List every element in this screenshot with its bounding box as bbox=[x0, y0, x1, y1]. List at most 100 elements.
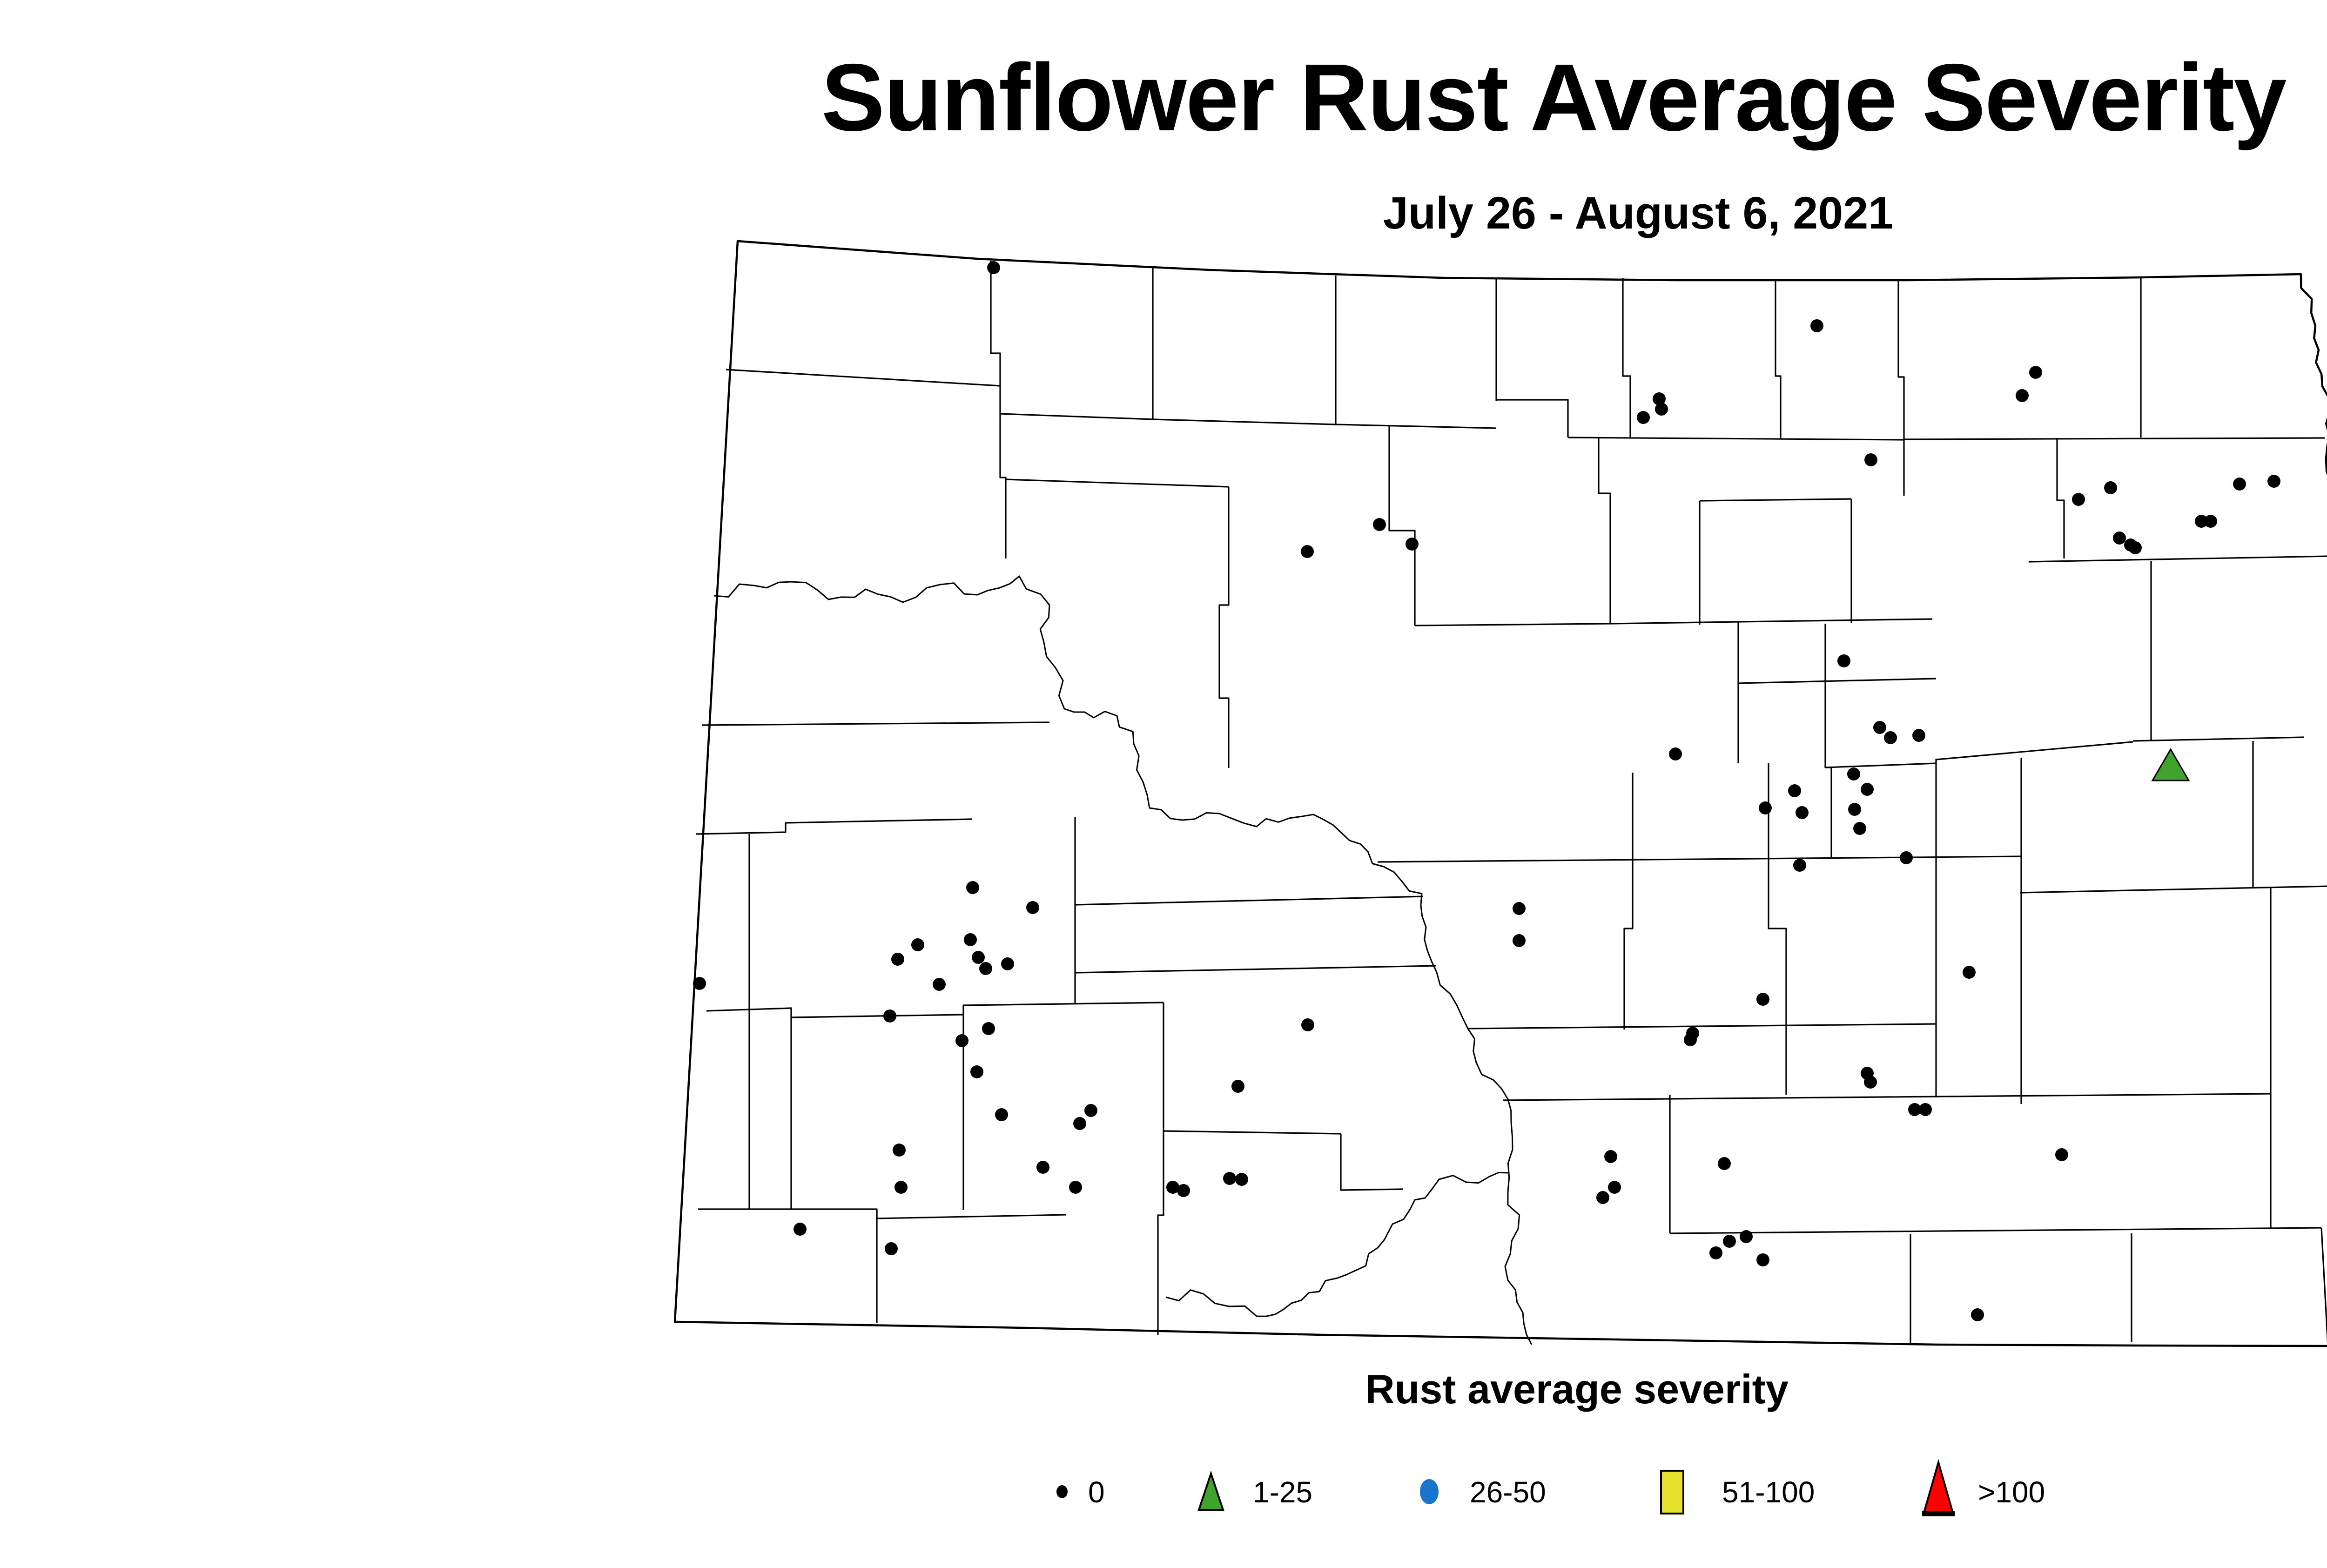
county-boundary bbox=[1825, 762, 1937, 768]
county-boundary bbox=[1218, 487, 1230, 768]
county-boundary bbox=[1567, 437, 1904, 441]
county-boundary bbox=[695, 818, 972, 835]
legend-green-triangle-icon bbox=[1197, 1470, 1224, 1511]
severity-point-0 bbox=[979, 962, 992, 975]
county-boundary bbox=[1467, 1023, 1937, 1030]
county-boundary bbox=[1598, 438, 1611, 624]
severity-point-0 bbox=[1177, 1184, 1190, 1197]
severity-point-0 bbox=[1864, 1076, 1877, 1089]
county-boundary bbox=[1669, 1227, 2322, 1234]
severity-point-0 bbox=[1301, 1018, 1314, 1031]
page-title: Sunflower Rust Average Severity bbox=[821, 44, 2287, 151]
severity-point-0 bbox=[933, 978, 946, 991]
county-boundary bbox=[2320, 1227, 2327, 1343]
severity-point-0 bbox=[1069, 1181, 1082, 1194]
severity-point-0 bbox=[972, 951, 985, 964]
page-subtitle: July 26 - August 6, 2021 bbox=[1383, 188, 1894, 238]
county-boundary bbox=[1699, 498, 1852, 502]
county-boundary bbox=[1775, 280, 1782, 439]
severity-point-0 bbox=[1718, 1157, 1731, 1170]
severity-point-0 bbox=[1709, 1246, 1722, 1259]
severity-point-0 bbox=[1963, 966, 1976, 979]
severity-point-0 bbox=[1684, 1033, 1697, 1046]
severity-point-0 bbox=[1235, 1173, 1248, 1186]
legend-title: Rust average severity bbox=[1365, 1366, 1789, 1412]
legend-yellow-square-icon bbox=[1660, 1470, 1684, 1514]
county-boundary bbox=[990, 261, 1007, 559]
severity-point-0 bbox=[1759, 801, 1772, 814]
legend-dot-icon bbox=[1056, 1485, 1068, 1498]
severity-point-0 bbox=[1848, 803, 1861, 816]
severity-point-0 bbox=[987, 261, 1000, 274]
county-boundary bbox=[1623, 773, 1634, 1030]
severity-point-0 bbox=[1073, 1117, 1086, 1130]
severity-point-0 bbox=[2055, 1148, 2068, 1161]
severity-point-0 bbox=[891, 953, 904, 966]
severity-point-0 bbox=[883, 1009, 896, 1023]
county-boundary bbox=[1414, 623, 1611, 626]
severity-point-0 bbox=[2204, 515, 2217, 528]
severity-point-0 bbox=[1655, 403, 1668, 416]
severity-point-0 bbox=[1723, 1235, 1736, 1248]
county-boundary bbox=[1335, 424, 1497, 429]
legend-label-0: 0 bbox=[1088, 1475, 1105, 1509]
county-boundary bbox=[1388, 425, 1416, 626]
severity-point-0 bbox=[1847, 767, 1860, 781]
county-boundary bbox=[1503, 1093, 2271, 1101]
severity-point-0 bbox=[1861, 783, 1874, 796]
severity-point-0 bbox=[1837, 654, 1850, 667]
severity-point-0 bbox=[1513, 902, 1526, 915]
severity-point-0 bbox=[955, 1034, 968, 1047]
county-boundary bbox=[1897, 280, 1905, 496]
state-outline bbox=[673, 240, 2327, 1347]
severity-point-0 bbox=[1884, 731, 1897, 744]
county-boundary bbox=[1163, 1130, 1341, 1135]
severity-point-0 bbox=[1873, 721, 1886, 734]
severity-point-0 bbox=[1912, 729, 1925, 742]
county-boundary bbox=[1768, 763, 1787, 1095]
severity-point-0 bbox=[1653, 392, 1666, 405]
county-boundary bbox=[1075, 895, 1424, 906]
severity-point-0 bbox=[1301, 545, 1314, 558]
county-boundary bbox=[1738, 678, 1937, 684]
severity-point-0 bbox=[693, 977, 706, 990]
severity-point-0 bbox=[966, 881, 979, 894]
county-boundary bbox=[1936, 741, 2133, 760]
severity-point-0 bbox=[2104, 481, 2117, 494]
severity-point-0 bbox=[982, 1022, 995, 1035]
severity-point-0 bbox=[1756, 993, 1769, 1006]
severity-point-0 bbox=[893, 1144, 906, 1157]
severity-point-0 bbox=[964, 933, 977, 946]
legend-label-gt100: >100 bbox=[1978, 1475, 2045, 1509]
severity-point-0 bbox=[1669, 747, 1682, 760]
severity-point-0 bbox=[1223, 1172, 1236, 1185]
severity-point-0 bbox=[1853, 822, 1866, 835]
county-boundary bbox=[1075, 965, 1436, 974]
severity-point-0 bbox=[2072, 493, 2085, 506]
county-boundary bbox=[2132, 736, 2304, 742]
county-boundary bbox=[701, 721, 1050, 726]
severity-point-0 bbox=[2233, 478, 2246, 491]
severity-point-0 bbox=[2029, 366, 2042, 379]
legend-label-1-25: 1-25 bbox=[1253, 1475, 1313, 1509]
county-boundary bbox=[1824, 624, 1832, 859]
severity-point-0 bbox=[1919, 1103, 1932, 1116]
legend-label-51-100: 51-100 bbox=[1722, 1475, 1815, 1509]
legend-red-triangle-icon bbox=[1922, 1459, 1955, 1516]
county-boundary bbox=[1000, 413, 1336, 425]
legend-blue-circle-icon bbox=[1420, 1479, 1439, 1504]
county-boundary bbox=[2028, 555, 2327, 563]
severity-point-1-25 bbox=[2151, 748, 2190, 781]
severity-point-0 bbox=[794, 1223, 807, 1236]
severity-point-0 bbox=[1796, 806, 1809, 819]
severity-point-0 bbox=[1908, 1103, 1921, 1116]
severity-point-0 bbox=[1608, 1181, 1621, 1194]
severity-point-0 bbox=[2129, 541, 2142, 554]
severity-point-0 bbox=[1084, 1104, 1097, 1117]
county-boundary bbox=[1157, 1003, 1164, 1335]
county-boundary bbox=[2056, 438, 2065, 559]
county-boundary bbox=[726, 369, 1001, 387]
severity-point-0 bbox=[1740, 1230, 1753, 1243]
legend-label-26-50: 26-50 bbox=[1470, 1475, 1546, 1509]
